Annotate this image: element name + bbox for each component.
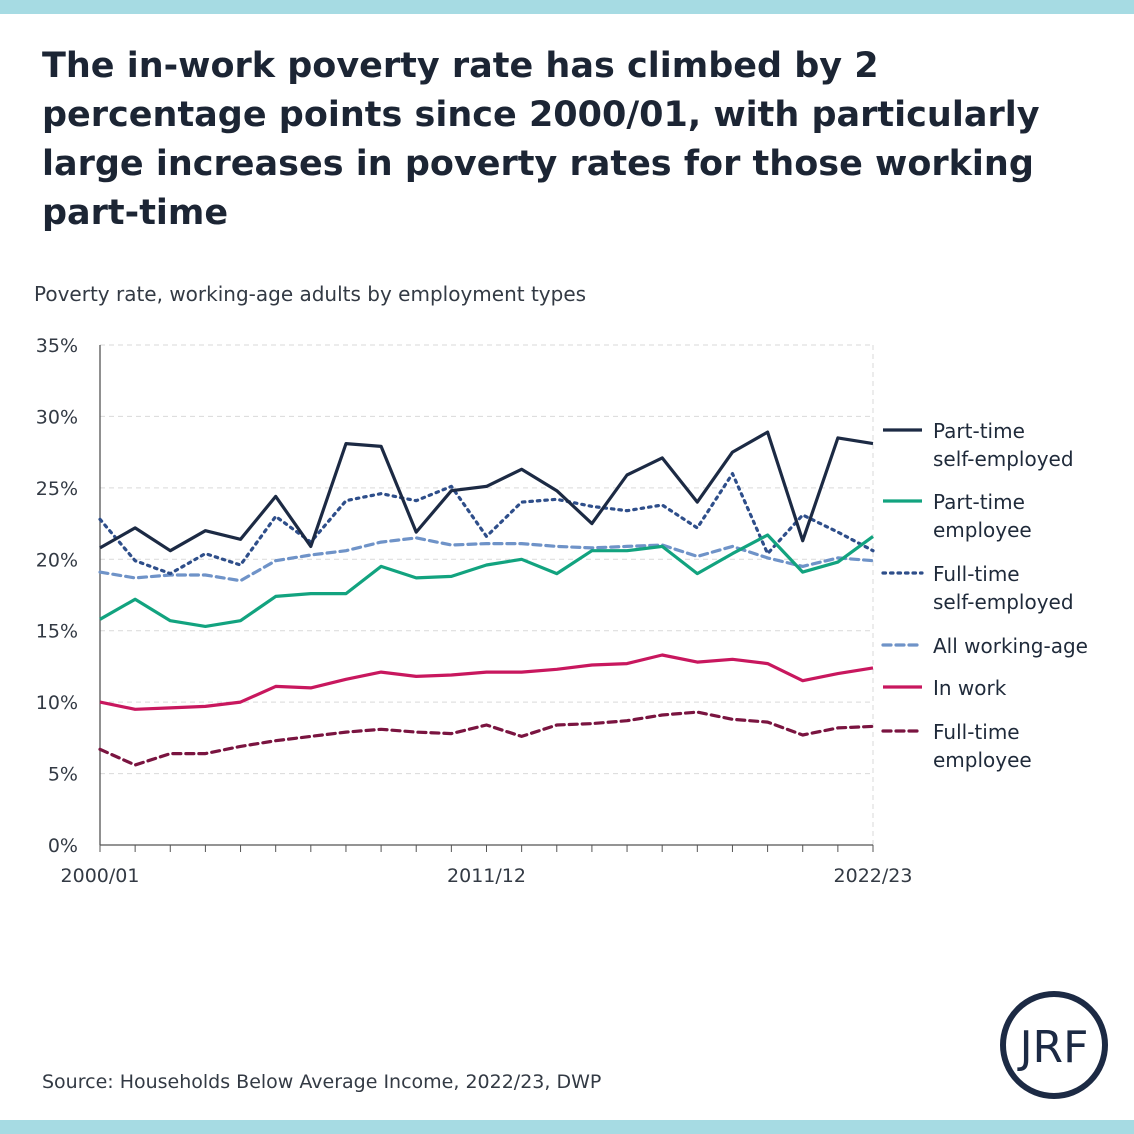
legend-label-4: In work: [933, 676, 1007, 700]
x-tick-label: 2000/01: [61, 865, 140, 887]
y-tick-label: 5%: [48, 764, 78, 786]
source-note: Source: Households Below Average Income,…: [42, 1071, 602, 1093]
jrf-logo-text: JRF: [1017, 1022, 1089, 1073]
y-tick-label: 15%: [36, 621, 78, 643]
y-tick-label: 25%: [36, 478, 78, 500]
legend-label-3: All working-age: [933, 634, 1088, 658]
series-line-5: [98, 710, 875, 767]
series-line-3: [98, 536, 875, 583]
legend-label-0-line2: self-employed: [933, 447, 1074, 471]
y-tick-label: 35%: [36, 335, 78, 357]
legend-label-5: Full-time: [933, 720, 1020, 744]
series-line-0: [99, 430, 874, 553]
chart-subtitle: Poverty rate, working-age adults by empl…: [34, 282, 587, 306]
jrf-logo: JRF: [1000, 991, 1108, 1099]
x-tick-label: 2011/12: [447, 865, 526, 887]
legend-label-2: Full-time: [933, 562, 1020, 586]
y-tick-label: 20%: [36, 549, 78, 571]
series-line-4: [99, 653, 874, 711]
legend-label-1: Part-time: [933, 490, 1025, 514]
line-chart: 0% 5% 10% 15% 20% 25% 30% 35% 2000/01 2011/12 2022…: [36, 335, 1088, 887]
legend-label-0: Part-time: [933, 419, 1025, 443]
legend-label-1-line2: employee: [933, 518, 1032, 542]
series-line-1: [99, 533, 874, 629]
series-line-2: [98, 472, 875, 576]
y-tick-label: 30%: [36, 406, 78, 428]
y-tick-label: 0%: [48, 835, 78, 857]
x-tick-label: 2022/23: [834, 865, 913, 887]
page-title: The in-work poverty rate has climbed by …: [42, 46, 1040, 233]
top-band: [0, 0, 1134, 14]
legend-label-5-line2: employee: [933, 748, 1032, 772]
bottom-band: [0, 1120, 1134, 1134]
legend-label-2-line2: self-employed: [933, 590, 1074, 614]
y-tick-label: 10%: [36, 692, 78, 714]
